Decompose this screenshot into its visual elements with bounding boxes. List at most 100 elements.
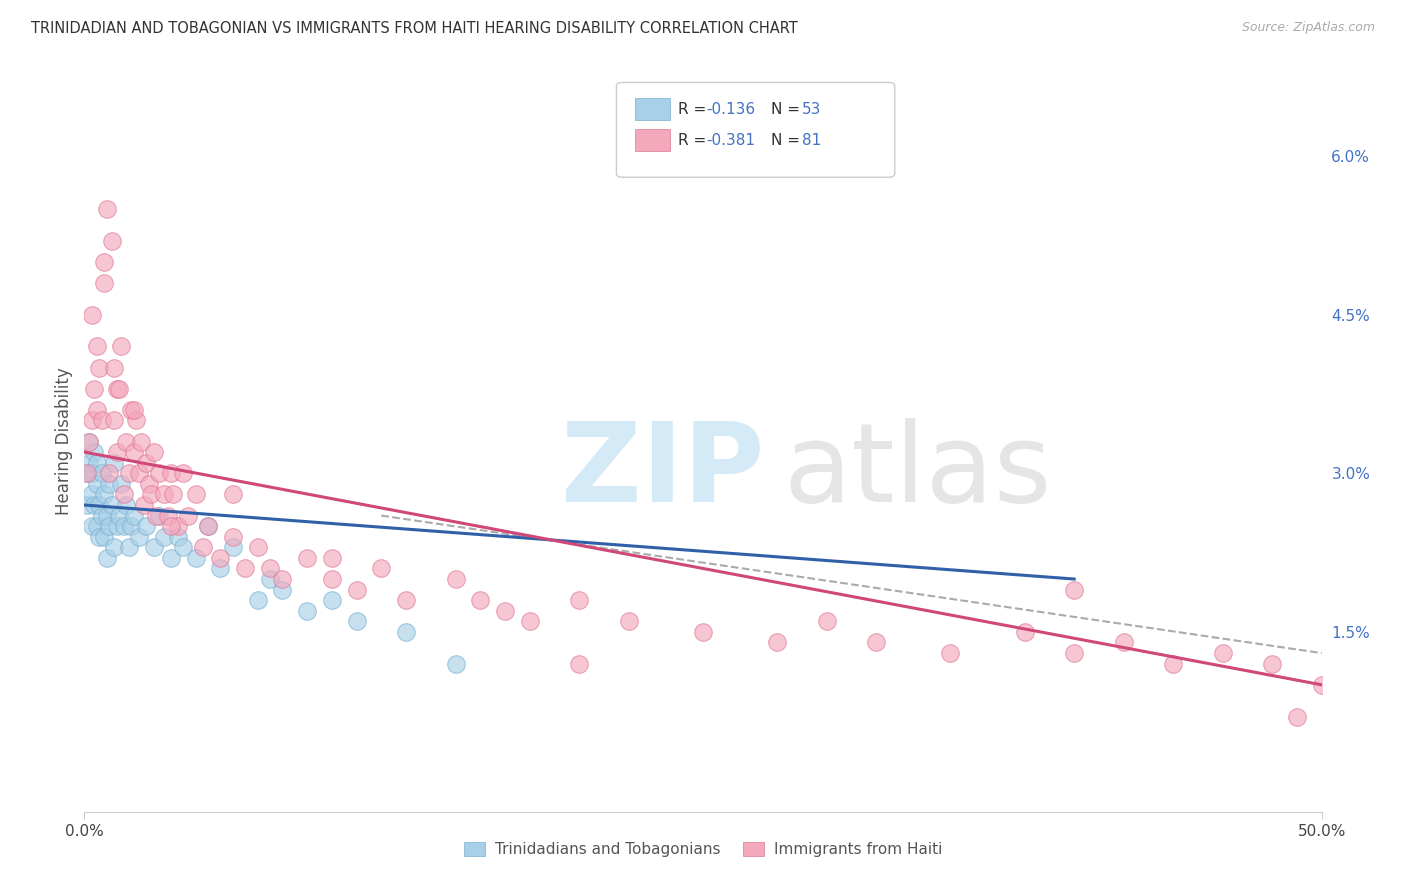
Point: [89, 498, 111, 512]
Point: [80, 487, 103, 501]
Point: [79, 434, 101, 449]
Text: TRINIDADIAN AND TOBAGONIAN VS IMMIGRANTS FROM HAITI HEARING DISABILITY CORRELATI: TRINIDADIAN AND TOBAGONIAN VS IMMIGRANTS…: [31, 21, 797, 36]
Point: [108, 382, 131, 396]
Point: [98, 519, 121, 533]
Legend: Trinidadians and Tobagonians, Immigrants from Haiti: Trinidadians and Tobagonians, Immigrants…: [458, 836, 948, 863]
Point: [209, 561, 232, 575]
Point: [103, 360, 125, 375]
Point: [120, 519, 142, 533]
Point: [142, 541, 165, 555]
Point: [395, 624, 418, 639]
Point: [93, 530, 115, 544]
Point: [395, 593, 418, 607]
Point: [128, 530, 150, 544]
Point: [184, 550, 207, 565]
Text: 53: 53: [801, 102, 821, 117]
Point: [259, 572, 281, 586]
Point: [444, 572, 467, 586]
Point: [222, 487, 245, 501]
Point: [86, 456, 108, 470]
Point: [93, 276, 115, 290]
Point: [96, 202, 118, 216]
Text: R =: R =: [678, 133, 711, 148]
Point: [98, 476, 121, 491]
Point: [86, 519, 108, 533]
Point: [79, 434, 101, 449]
Point: [76, 467, 98, 481]
Point: [118, 467, 141, 481]
Point: [766, 635, 789, 649]
Point: [93, 487, 115, 501]
Point: [83, 445, 105, 459]
Point: [110, 339, 132, 353]
Point: [76, 498, 98, 512]
Point: [103, 413, 125, 427]
Point: [96, 550, 118, 565]
Point: [138, 476, 160, 491]
Point: [162, 487, 184, 501]
Point: [191, 541, 214, 555]
Point: [444, 657, 467, 671]
Point: [321, 550, 343, 565]
Point: [295, 604, 318, 618]
Point: [80, 519, 103, 533]
Point: [80, 467, 103, 481]
Point: [184, 487, 207, 501]
Point: [246, 593, 269, 607]
Point: [148, 508, 170, 523]
Point: [125, 413, 148, 427]
Point: [132, 498, 155, 512]
Point: [197, 519, 219, 533]
Point: [90, 413, 112, 427]
Point: [122, 402, 145, 417]
Text: Source: ZipAtlas.com: Source: ZipAtlas.com: [1241, 21, 1375, 34]
Point: [1161, 657, 1184, 671]
Point: [90, 508, 112, 523]
Point: [160, 550, 183, 565]
Text: R =: R =: [678, 102, 711, 117]
Text: ZIP: ZIP: [561, 417, 763, 524]
Point: [122, 445, 145, 459]
Point: [93, 254, 115, 268]
Text: atlas: atlas: [783, 417, 1052, 524]
Point: [172, 467, 194, 481]
Point: [135, 456, 157, 470]
Point: [494, 604, 516, 618]
Point: [100, 234, 122, 248]
Point: [105, 445, 128, 459]
Point: [1112, 635, 1135, 649]
Point: [939, 646, 962, 660]
Point: [142, 445, 165, 459]
Point: [346, 615, 368, 629]
Point: [568, 593, 591, 607]
Text: N =: N =: [770, 102, 804, 117]
Point: [105, 519, 128, 533]
Point: [86, 339, 108, 353]
Text: -0.136: -0.136: [707, 102, 756, 117]
Text: 81: 81: [801, 133, 821, 148]
Point: [141, 487, 163, 501]
Point: [145, 508, 167, 523]
Point: [160, 467, 183, 481]
Point: [1212, 646, 1234, 660]
Point: [152, 530, 174, 544]
Point: [157, 508, 180, 523]
Point: [90, 467, 112, 481]
Point: [103, 541, 125, 555]
Point: [259, 561, 281, 575]
Point: [1063, 582, 1085, 597]
Point: [83, 498, 105, 512]
Point: [167, 530, 190, 544]
Text: -0.381: -0.381: [707, 133, 755, 148]
Point: [692, 624, 714, 639]
Point: [112, 519, 135, 533]
Point: [1285, 709, 1308, 723]
Point: [112, 487, 135, 501]
Point: [96, 508, 118, 523]
FancyBboxPatch shape: [636, 98, 669, 120]
Point: [1063, 646, 1085, 660]
Point: [129, 434, 152, 449]
Point: [1014, 624, 1036, 639]
Point: [865, 635, 887, 649]
Point: [89, 530, 111, 544]
